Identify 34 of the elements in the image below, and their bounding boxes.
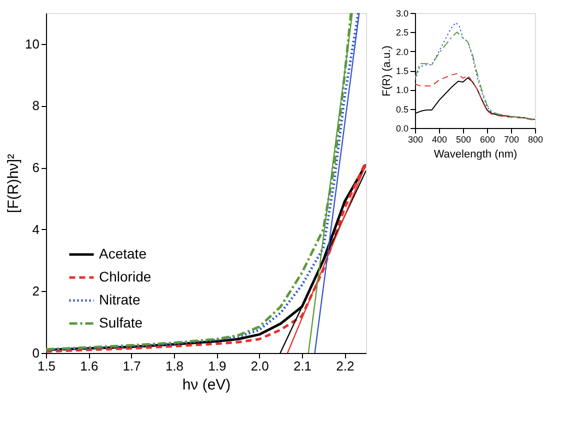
x-tick-label: 2.0	[250, 358, 269, 374]
x-tick-label: 300	[408, 134, 424, 144]
x-tick-label: 500	[456, 134, 472, 144]
y-tick-label: 0.0	[396, 124, 408, 134]
x-tick-label: 2.1	[293, 358, 312, 374]
x-tick-label: 800	[528, 134, 544, 144]
y-tick-label: 8	[32, 98, 40, 114]
y-tick-label: 0	[32, 346, 40, 360]
y-tick-label: 3.0	[396, 8, 408, 18]
y-tick-label: 4	[32, 222, 40, 237]
y-axis-title: [F(R)hν]²	[5, 154, 22, 214]
x-tick-label: 700	[504, 134, 520, 144]
y-tick-label: 10	[25, 36, 40, 52]
y-tick-label: 6	[32, 160, 40, 176]
x-tick-label: 600	[480, 134, 496, 144]
x-tick-label: 400	[432, 134, 448, 144]
legend-label: Sulfate	[99, 314, 143, 330]
y-tick-label: 0.5	[396, 104, 408, 114]
y-axis-title: F(R) (a.u.)	[380, 46, 393, 96]
y-tick-label: 1.0	[396, 85, 408, 96]
x-axis-title: Wavelength (nm)	[434, 148, 518, 160]
legend-label: Chloride	[99, 268, 152, 284]
x-axis-title: hν (eV)	[182, 376, 231, 394]
x-tick-label: 1.7	[122, 358, 141, 374]
x-tick-label: 1.9	[208, 358, 226, 374]
x-tick-label: 1.8	[165, 358, 184, 374]
y-tick-label: 1.5	[396, 66, 408, 76]
x-tick-label: 1.6	[80, 358, 98, 374]
y-tick-label: 2.5	[396, 28, 408, 38]
legend-label: Acetate	[99, 246, 147, 262]
y-tick-label: 2	[32, 284, 40, 299]
legend-label: Nitrate	[99, 292, 140, 308]
y-tick-label: 2.0	[396, 46, 408, 57]
x-tick-label: 2.2	[336, 358, 354, 374]
